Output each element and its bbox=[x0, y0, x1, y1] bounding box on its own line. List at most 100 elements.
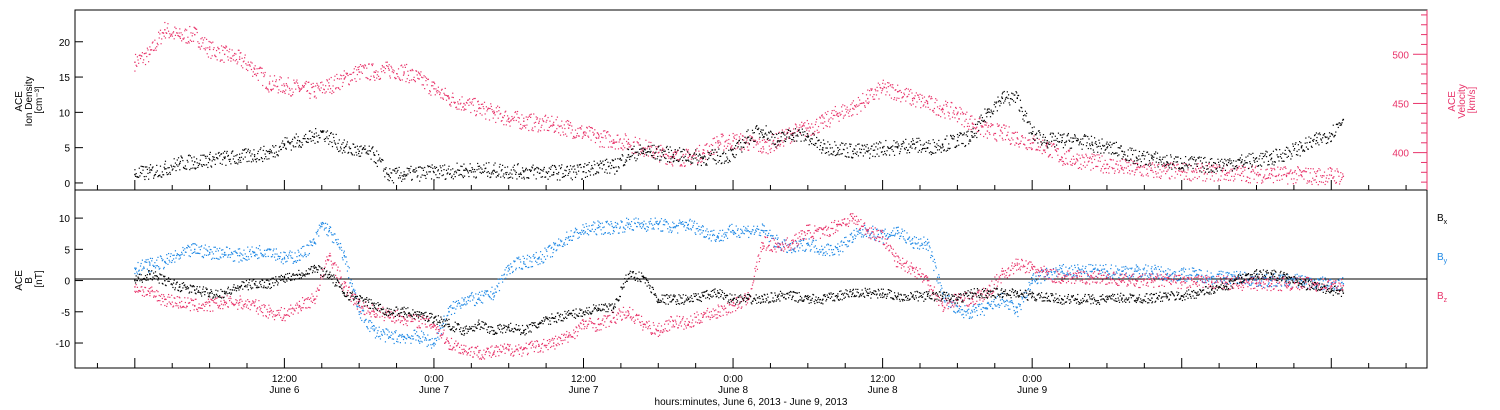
scatter-dot bbox=[589, 130, 591, 132]
scatter-dot bbox=[247, 150, 249, 152]
scatter-dot bbox=[1240, 167, 1242, 170]
scatter-dot bbox=[417, 71, 420, 73]
scatter-dot bbox=[240, 253, 243, 255]
scatter-dot bbox=[1188, 159, 1190, 161]
scatter-dot bbox=[1204, 180, 1207, 182]
scatter-dot bbox=[1320, 175, 1322, 177]
scatter-dot bbox=[1172, 163, 1174, 165]
scatter-dot bbox=[455, 172, 458, 174]
scatter-dot bbox=[954, 117, 956, 119]
scatter-dot bbox=[546, 250, 548, 253]
scatter-dot bbox=[139, 265, 142, 267]
scatter-dot bbox=[350, 73, 352, 75]
scatter-dot bbox=[516, 110, 519, 113]
scatter-dot bbox=[568, 172, 570, 175]
scatter-dot bbox=[398, 335, 400, 337]
scatter-dot bbox=[837, 115, 840, 118]
scatter-dot bbox=[1049, 154, 1051, 156]
scatter-dot bbox=[775, 146, 777, 148]
scatter-dot bbox=[452, 178, 454, 180]
scatter-dot bbox=[352, 143, 354, 145]
scatter-dot bbox=[953, 138, 955, 140]
scatter-dot bbox=[1084, 135, 1086, 137]
scatter-dot bbox=[315, 85, 317, 87]
scatter-dot bbox=[1140, 165, 1142, 167]
scatter-dot bbox=[389, 168, 391, 170]
scatter-dot bbox=[1340, 172, 1342, 174]
data-point bbox=[388, 336, 390, 338]
scatter-dot bbox=[191, 40, 193, 42]
scatter-dot bbox=[1087, 157, 1089, 159]
scatter-dot bbox=[231, 49, 233, 51]
scatter-dot bbox=[315, 128, 317, 130]
scatter-dot bbox=[368, 321, 370, 323]
scatter-dot bbox=[753, 140, 755, 142]
scatter-dot bbox=[648, 141, 650, 143]
scatter-dot bbox=[1122, 150, 1124, 153]
scatter-dot bbox=[1039, 146, 1041, 148]
scatter-dot bbox=[730, 148, 732, 150]
scatter-dot bbox=[444, 164, 446, 166]
scatter-dot bbox=[346, 270, 349, 272]
scatter-dot bbox=[721, 133, 724, 135]
scatter-dot bbox=[827, 120, 830, 122]
scatter-dot bbox=[1102, 145, 1104, 147]
scatter-dot bbox=[582, 131, 585, 133]
scatter-dot bbox=[945, 138, 947, 140]
scatter-dot bbox=[1214, 167, 1217, 169]
scatter-dot bbox=[935, 146, 937, 149]
bottom-left-y-tick-label: 0 bbox=[64, 277, 70, 288]
scatter-dot bbox=[908, 151, 911, 154]
scatter-dot bbox=[1084, 134, 1086, 136]
scatter-dot bbox=[983, 121, 985, 123]
scatter-dot bbox=[941, 147, 943, 149]
scatter-dot bbox=[156, 265, 158, 267]
scatter-dot bbox=[164, 21, 166, 24]
scatter-dot bbox=[888, 82, 890, 84]
scatter-dot bbox=[280, 77, 282, 79]
scatter-dot bbox=[831, 153, 833, 155]
scatter-dot bbox=[623, 164, 625, 166]
scatter-dot bbox=[556, 128, 558, 130]
scatter-dot bbox=[359, 78, 361, 80]
scatter-dot bbox=[880, 92, 883, 94]
data-point bbox=[463, 169, 465, 172]
scatter-dot bbox=[588, 125, 590, 128]
scatter-dot bbox=[957, 136, 959, 138]
scatter-dot bbox=[384, 67, 387, 70]
scatter-dot bbox=[273, 84, 275, 86]
scatter-dot bbox=[608, 134, 610, 136]
scatter-dot bbox=[785, 128, 787, 131]
scatter-dot bbox=[721, 162, 723, 164]
scatter-dot bbox=[377, 154, 380, 156]
scatter-dot bbox=[282, 258, 284, 260]
scatter-dot bbox=[877, 143, 879, 145]
scatter-dot bbox=[933, 111, 935, 113]
scatter-dot bbox=[921, 148, 923, 151]
scatter-dot bbox=[811, 133, 813, 135]
scatter-dot bbox=[453, 101, 455, 103]
scatter-dot bbox=[593, 133, 595, 135]
scatter-dot bbox=[1101, 155, 1103, 157]
scatter-dot bbox=[368, 153, 370, 155]
scatter-dot bbox=[201, 37, 203, 39]
scatter-dot bbox=[668, 161, 671, 164]
scatter-dot bbox=[512, 117, 514, 119]
scatter-dot bbox=[268, 248, 270, 250]
scatter-dot bbox=[882, 146, 884, 148]
data-point bbox=[298, 254, 301, 257]
scatter-dot bbox=[407, 336, 410, 338]
scatter-dot bbox=[582, 233, 585, 235]
scatter-dot bbox=[526, 124, 528, 126]
scatter-dot bbox=[1231, 170, 1233, 172]
scatter-dot bbox=[597, 172, 600, 174]
scatter-dot bbox=[211, 55, 213, 57]
data-point bbox=[702, 157, 704, 160]
scatter-dot bbox=[1305, 167, 1307, 169]
data-point bbox=[1016, 137, 1019, 139]
scatter-dot bbox=[1182, 167, 1184, 169]
scatter-dot bbox=[680, 151, 682, 153]
scatter-dot bbox=[294, 252, 296, 254]
scatter-dot bbox=[1007, 131, 1009, 133]
data-point bbox=[732, 140, 734, 142]
